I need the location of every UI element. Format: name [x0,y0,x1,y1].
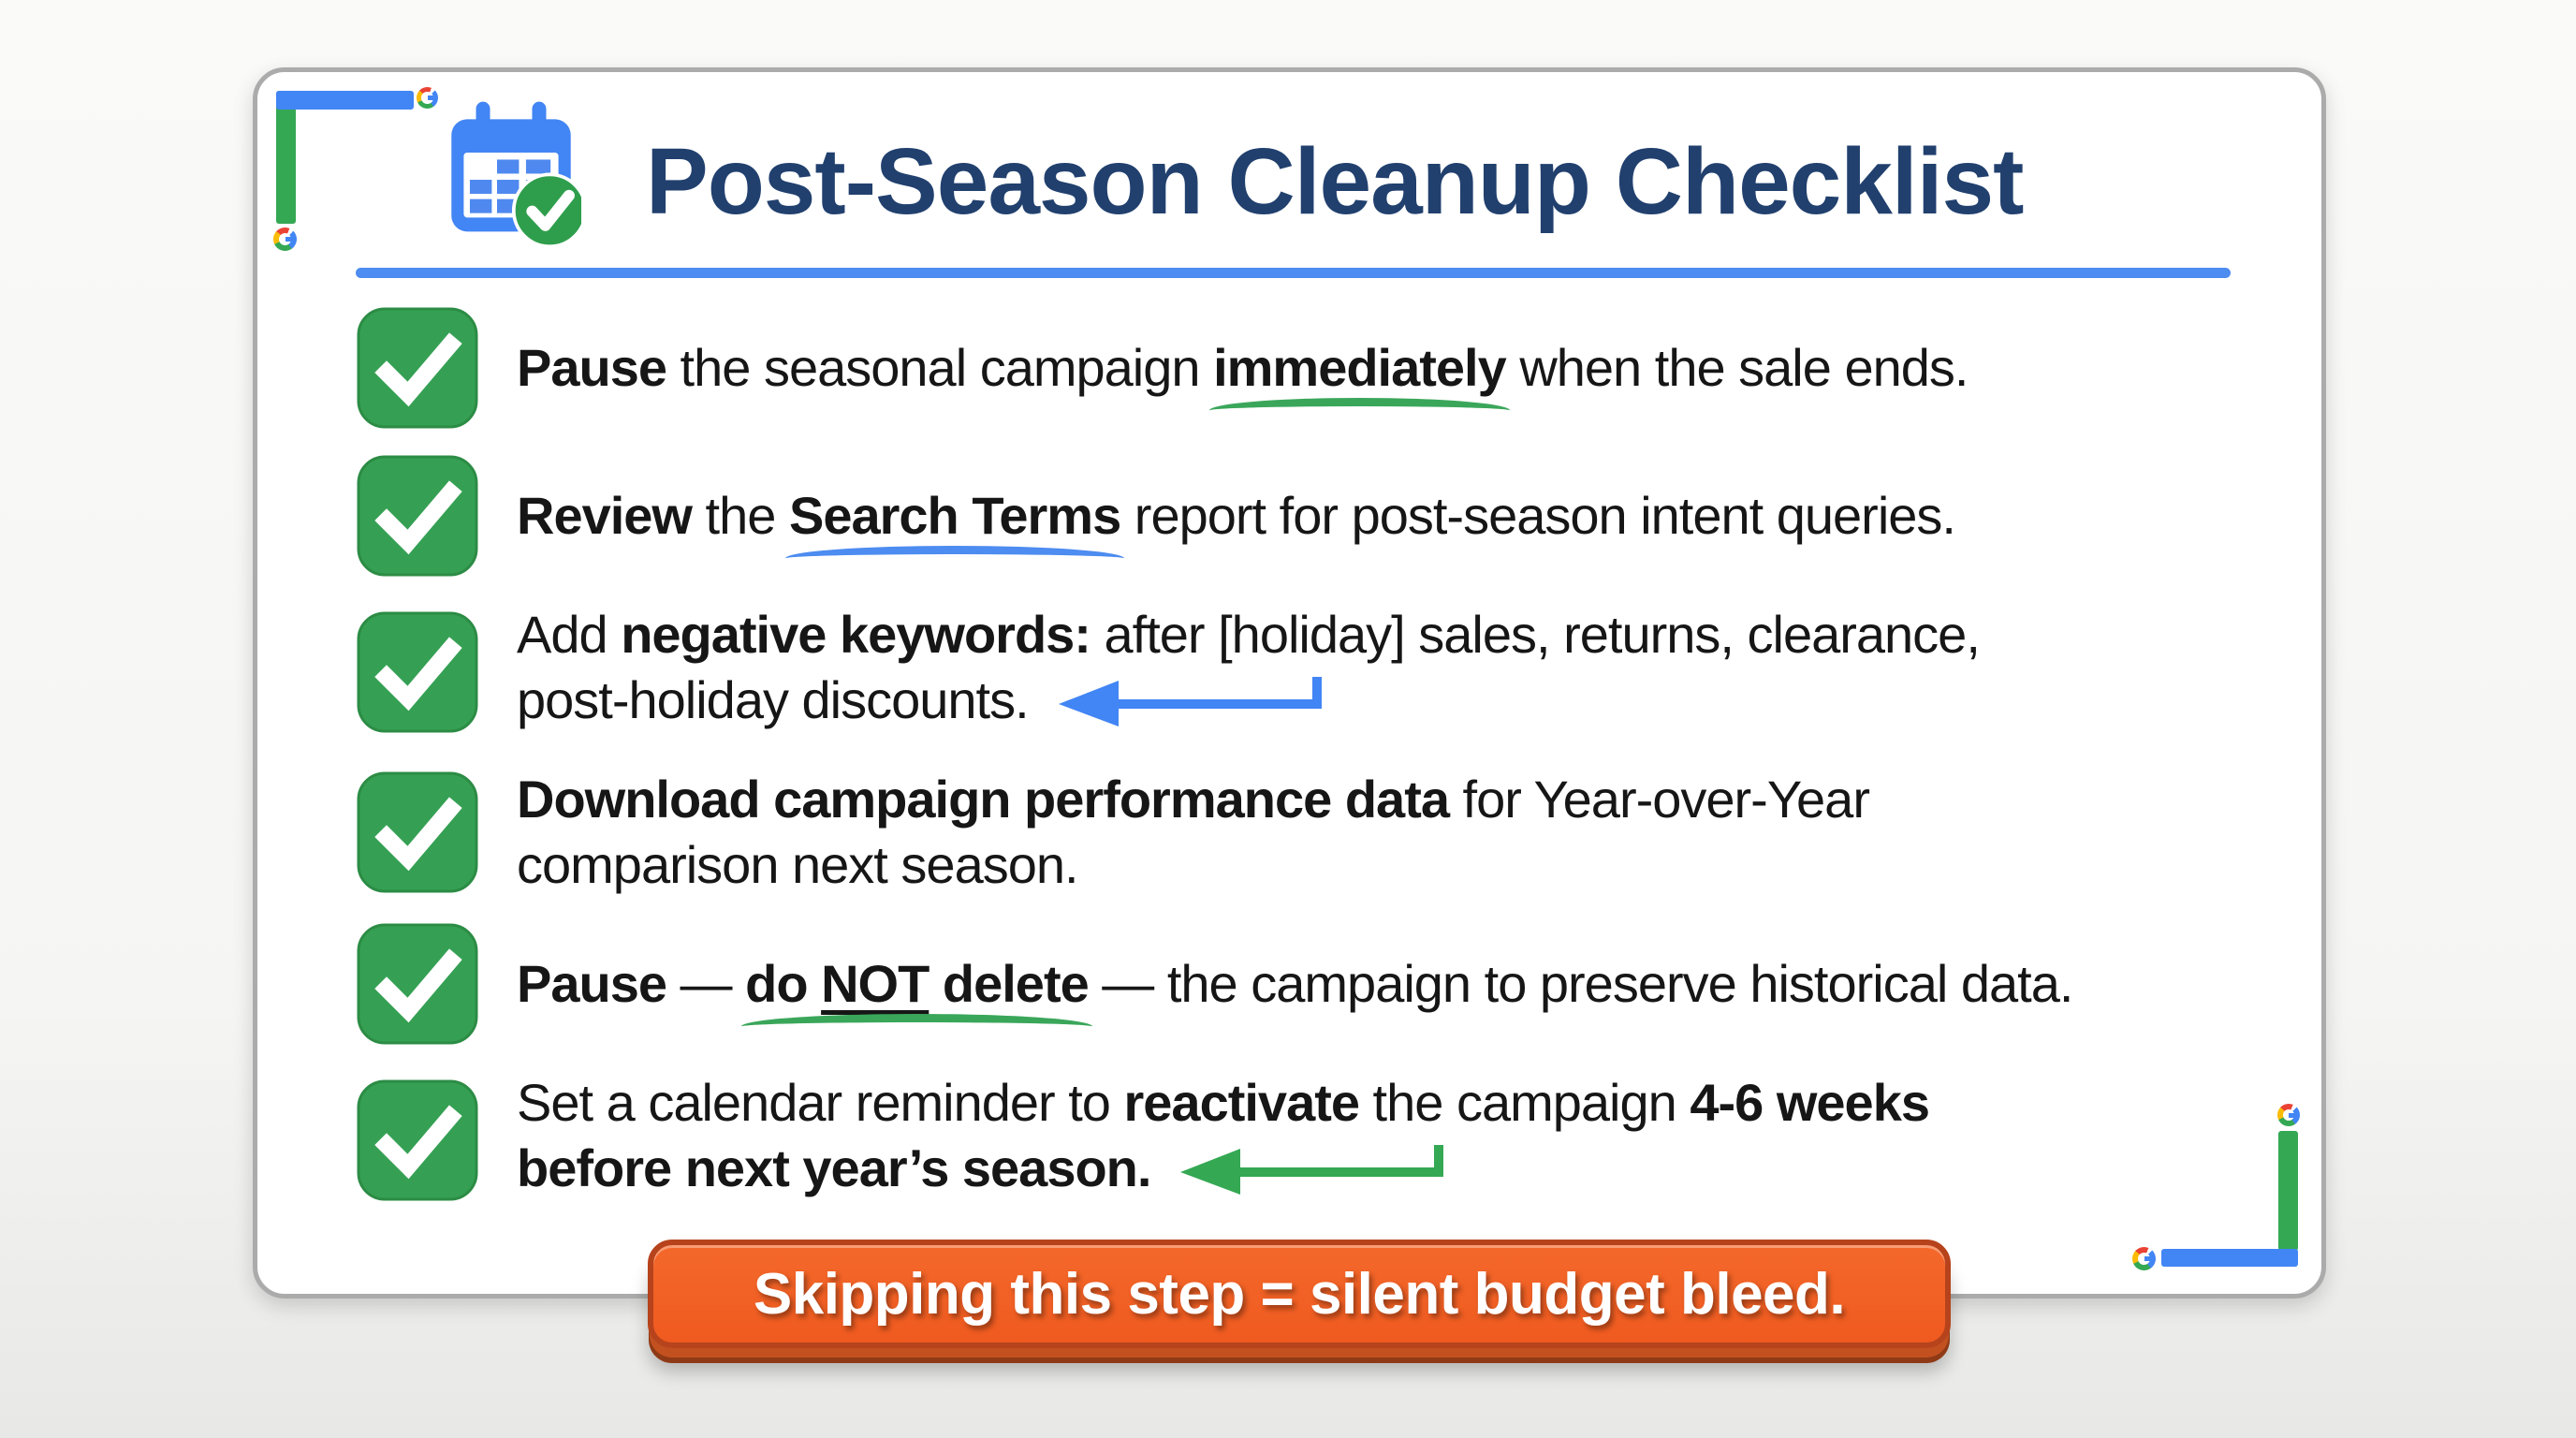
warning-banner-text: Skipping this step = silent budget bleed… [753,1261,1846,1327]
text-segment: Review [517,486,693,545]
checklist-item-text: Add negative keywords: after [holiday] s… [517,602,2230,742]
highlighted-text: do NOT delete [741,951,1092,1022]
page-title: Post-Season Cleanup Checklist [646,129,2024,234]
google-g-icon [417,87,438,109]
text-segment: do [745,954,822,1013]
warning-banner: Skipping this step = silent budget bleed… [648,1240,1951,1348]
text-segment: reactivate [1123,1073,1360,1132]
checklist-item: Set a calendar reminder to reactivate th… [356,1070,2237,1211]
checklist-item-text: Pause the seasonal campaign immediately … [517,335,2230,406]
text-segment: — [666,954,746,1013]
highlighted-text: Search Terms [784,483,1125,554]
text-segment: comparison next season. [517,835,1079,894]
checklist-item-text: Download campaign performance data for Y… [517,767,2230,898]
checklist-item: Add negative keywords: after [holiday] s… [356,602,2237,742]
corner-decoration-top-left [273,87,463,274]
calendar-check-icon [441,96,588,255]
text-segment: the [692,486,789,545]
text-segment: report for post-season intent queries. [1120,486,1956,545]
text-segment: Pause [517,954,667,1013]
google-g-icon [2132,1247,2156,1270]
corner-decoration-bottom-right [2101,1070,2300,1270]
text-segment: Pause [517,338,667,397]
checklist-item-text: Set a calendar reminder to reactivate th… [517,1070,2230,1211]
google-g-icon [273,227,297,251]
text-segment: delete [929,954,1090,1013]
blue-bar [276,91,414,110]
checklist-item: Download campaign performance data for Y… [356,767,2237,898]
blue-bar [2161,1249,2298,1267]
text-segment: the campaign [1359,1073,1690,1132]
text-segment: after [holiday] sales, returns, clearanc… [1090,605,1981,664]
text-segment: Set a calendar reminder to [517,1073,1124,1132]
checklist-item: Pause the seasonal campaign immediately … [356,306,2237,430]
arrow-left-icon [1178,1137,1445,1211]
checkbox-checked-icon [356,770,479,894]
title-divider [356,268,2231,278]
checkbox-checked-icon [356,1078,479,1202]
text-segment: 4-6 weeks [1690,1073,1930,1132]
text-segment: Add [517,605,622,664]
text-segment: when the sale ends. [1505,338,1969,397]
checkbox-checked-icon [356,922,479,1046]
text-segment: NOT [821,954,929,1013]
checklist-item-text: Review the Search Terms report for post-… [517,483,2230,554]
highlighted-text: immediately [1209,335,1510,406]
text-segment: post-holiday discounts. [517,670,1030,729]
checklist: Pause the seasonal campaign immediately … [356,306,2237,1235]
text-segment: — the campaign to preserve historical da… [1088,954,2073,1013]
text-segment: Download campaign performance data [517,770,1450,829]
checklist-card: Post-Season Cleanup Checklist Pause the … [253,67,2326,1299]
green-bar [2278,1131,2298,1251]
green-bar [276,91,296,224]
checkbox-checked-icon [356,454,479,578]
checkbox-checked-icon [356,610,479,734]
text-segment: for Year-over-Year [1448,770,1870,829]
checkbox-checked-icon [356,306,479,430]
text-segment: negative keywords: [621,605,1091,664]
checklist-item: Pause — do NOT delete — the campaign to … [356,922,2237,1046]
text-segment: the seasonal campaign [666,338,1214,397]
arrow-left-icon [1057,669,1324,742]
text-segment: before next year’s season. [517,1138,1151,1197]
google-g-icon [2277,1104,2300,1126]
checklist-item-text: Pause — do NOT delete — the campaign to … [517,951,2230,1022]
checklist-item: Review the Search Terms report for post-… [356,454,2237,578]
